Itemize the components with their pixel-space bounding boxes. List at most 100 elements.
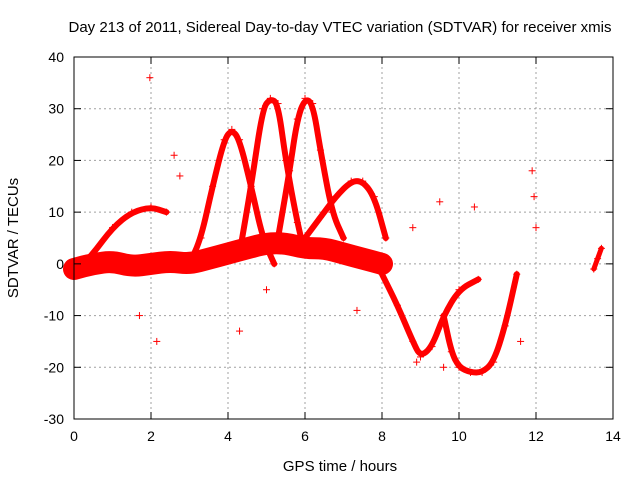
data-point-arc-peak-4h bbox=[209, 182, 217, 190]
data-point-arc-peak-4h bbox=[197, 234, 205, 242]
data-point-tail-dip-10h bbox=[447, 348, 455, 356]
data-point-arc-peak-5h bbox=[266, 94, 274, 102]
y-tick-label: 40 bbox=[48, 49, 64, 65]
data-point-arc-peak-7h bbox=[301, 234, 309, 242]
data-point-outlier bbox=[135, 312, 143, 320]
data-point-arc-peak-7h bbox=[316, 213, 324, 221]
plot-frame bbox=[73, 56, 614, 420]
y-tick-label: 0 bbox=[56, 256, 64, 272]
data-point-arc-peak-5h bbox=[259, 105, 267, 113]
data-point-dense-baseline bbox=[378, 260, 386, 268]
data-point-dense-baseline bbox=[320, 244, 328, 252]
data-point-tail-dip-10h bbox=[455, 363, 463, 371]
data-point-dense-baseline bbox=[166, 257, 174, 265]
series-arc-peak-6h bbox=[275, 97, 347, 241]
data-point-outlier bbox=[146, 74, 154, 82]
data-point-tail-dip-9h bbox=[378, 270, 386, 278]
data-point-arc-peak-7h bbox=[347, 177, 355, 185]
data-point-dense-baseline bbox=[243, 244, 251, 252]
data-point-outlier bbox=[409, 224, 417, 232]
data-point-arc-peak-7h bbox=[370, 193, 378, 201]
data-point-arc-peak-5h bbox=[236, 250, 244, 258]
data-point-outlier bbox=[528, 167, 536, 175]
data-point-outlier bbox=[530, 193, 538, 201]
data-point-tail-dip-9h bbox=[474, 275, 482, 283]
y-tick-label: 30 bbox=[48, 101, 64, 117]
data-point-tail-dip-9h bbox=[417, 353, 424, 361]
data-point-arc-peak-5h bbox=[247, 182, 255, 190]
data-point-outlier bbox=[440, 363, 448, 371]
data-point-late-segment bbox=[590, 265, 598, 273]
data-point-arc-peak-5h bbox=[293, 218, 301, 226]
data-point-late-segment bbox=[594, 255, 602, 263]
data-point-arc-peak-4h bbox=[186, 260, 193, 268]
data-point-arc-peak-6h bbox=[301, 94, 309, 102]
data-point-tail-dip-10h bbox=[467, 368, 475, 376]
y-tick-label: 20 bbox=[48, 152, 64, 168]
data-point-tail-dip-9h bbox=[393, 301, 401, 309]
y-tick-label: -30 bbox=[44, 411, 64, 427]
data-point-dense-baseline bbox=[359, 255, 367, 263]
data-point-outlier bbox=[517, 337, 525, 345]
x-tick-label: 14 bbox=[605, 428, 621, 444]
data-point-outlier bbox=[413, 358, 421, 366]
data-point-outlier bbox=[353, 306, 361, 314]
x-tick-label: 2 bbox=[147, 428, 155, 444]
y-axis-label: SDTVAR / TECUs bbox=[5, 178, 22, 298]
y-tick-label: -20 bbox=[44, 359, 64, 375]
y-tick-label: 10 bbox=[48, 204, 64, 220]
data-point-dense-baseline bbox=[128, 262, 136, 270]
data-point-tail-dip-10h bbox=[490, 358, 498, 366]
series-tail-dip-9h bbox=[379, 271, 482, 357]
y-tick-label: -10 bbox=[44, 308, 64, 324]
x-tick-label: 4 bbox=[224, 428, 232, 444]
data-point-arc-peak-4h bbox=[220, 136, 228, 144]
series-tail-dip-10h bbox=[440, 271, 520, 376]
data-point-outlier bbox=[470, 203, 478, 211]
data-point-arc-peak-5h bbox=[301, 250, 309, 258]
data-point-arc-peak-6h bbox=[293, 115, 301, 123]
data-point-outlier bbox=[532, 224, 540, 232]
data-point-early-rise bbox=[128, 208, 136, 216]
data-point-arc-peak-6h bbox=[328, 208, 336, 216]
axis-ticks: 0 2 4 6 8 10 12 14 -30 -20 -10 0 10 20 30 40 bbox=[44, 49, 621, 444]
data-point-late-segment bbox=[597, 244, 605, 252]
plot-area bbox=[63, 74, 605, 376]
data-point-arc-peak-6h bbox=[340, 234, 347, 242]
data-point-tail-dip-10h bbox=[501, 322, 509, 330]
data-point-tail-dip-10h bbox=[440, 312, 448, 320]
data-point-early-rise bbox=[162, 208, 170, 216]
data-point-dense-baseline bbox=[147, 260, 155, 268]
data-point-early-rise bbox=[147, 203, 155, 211]
data-point-arc-peak-7h bbox=[382, 234, 390, 242]
data-point-dense-baseline bbox=[205, 255, 213, 263]
data-point-tail-dip-10h bbox=[513, 270, 521, 278]
data-point-early-rise bbox=[109, 224, 116, 232]
x-tick-label: 6 bbox=[301, 428, 309, 444]
series-arc-peak-7h bbox=[302, 178, 389, 241]
data-point-arc-peak-6h bbox=[286, 167, 294, 175]
data-point-outlier bbox=[153, 337, 161, 345]
data-point-outlier bbox=[363, 182, 371, 190]
data-point-tail-dip-10h bbox=[478, 368, 486, 376]
x-tick-label: 12 bbox=[528, 428, 544, 444]
data-point-dense-baseline bbox=[89, 260, 97, 268]
data-point-arc-peak-4h bbox=[270, 260, 278, 268]
x-axis-label: GPS time / hours bbox=[283, 458, 397, 475]
data-point-dense-baseline bbox=[224, 250, 232, 258]
data-point-tail-dip-9h bbox=[455, 286, 463, 294]
data-point-arc-peak-7h bbox=[332, 193, 340, 201]
chart-title: Day 213 of 2011, Sidereal Day-to-day VTE… bbox=[69, 19, 612, 36]
data-point-outlier bbox=[436, 198, 444, 206]
data-point-outlier bbox=[170, 151, 178, 159]
data-point-tail-dip-9h bbox=[409, 337, 417, 345]
data-point-arc-peak-6h bbox=[309, 100, 317, 108]
data-point-dense-baseline bbox=[109, 257, 116, 265]
data-point-arc-peak-6h bbox=[316, 146, 324, 154]
data-point-outlier bbox=[236, 327, 244, 335]
data-point-dense-baseline bbox=[340, 250, 347, 258]
data-point-outlier bbox=[176, 172, 184, 180]
data-point-arc-peak-4h bbox=[236, 136, 244, 144]
series-arc-peak-4h bbox=[186, 129, 278, 267]
